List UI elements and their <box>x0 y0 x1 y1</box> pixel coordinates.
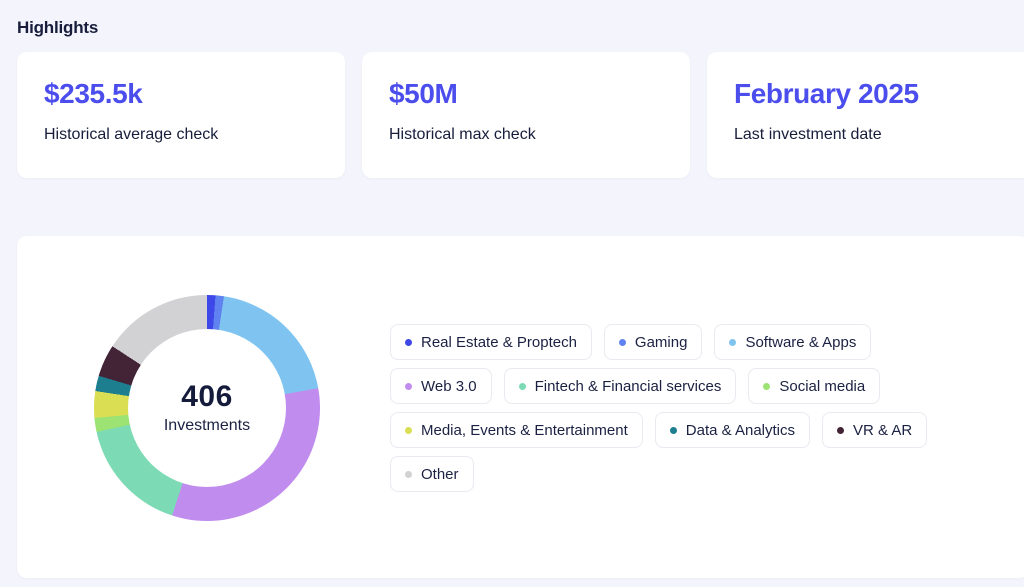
investments-total: 406 <box>181 379 233 413</box>
legend-chip-label: Media, Events & Entertainment <box>421 421 628 439</box>
legend-chip[interactable]: VR & AR <box>822 412 928 448</box>
legend-chip-label: Data & Analytics <box>685 421 795 439</box>
card-value: February 2025 <box>734 78 919 109</box>
legend-dot-icon <box>405 470 412 478</box>
legend-chip-label: Gaming <box>634 333 688 351</box>
legend-dot-icon <box>618 338 626 346</box>
legend-chip[interactable]: Gaming <box>603 324 703 360</box>
legend-dot-icon <box>405 382 412 390</box>
legend-chip-label: Real Estate & Proptech <box>421 333 577 351</box>
legend-chip[interactable]: Other <box>390 456 474 492</box>
card-value: $235.5k <box>44 78 143 109</box>
legend-dot-icon <box>518 382 526 390</box>
investments-total-label: Investments <box>163 417 251 435</box>
legend-dot-icon <box>405 426 412 434</box>
legend-chip[interactable]: Real Estate & Proptech <box>390 324 592 360</box>
legend-chip[interactable]: Social media <box>748 368 881 404</box>
highlight-card: $235.5k Historical average check <box>17 52 345 178</box>
investments-chart-panel: 406 Investments Real Estate & Proptech G… <box>17 236 1024 578</box>
card-value: $50M <box>389 78 458 109</box>
legend-chip-label: Fintech & Financial services <box>534 377 722 395</box>
legend-dot-icon <box>763 382 771 390</box>
highlight-card: February 2025 Last investment date <box>707 52 1024 178</box>
chart-legend: Real Estate & Proptech Gaming Software &… <box>390 324 950 492</box>
card-label: Historical max check <box>389 126 536 143</box>
legend-dot-icon <box>405 338 412 346</box>
investments-donut-chart[interactable]: 406 Investments <box>94 295 320 521</box>
legend-chip-label: Web 3.0 <box>421 377 477 395</box>
card-label: Last investment date <box>734 126 882 143</box>
legend-chip-label: VR & AR <box>853 421 913 439</box>
legend-chip[interactable]: Web 3.0 <box>390 368 492 404</box>
section-title-highlights: Highlights <box>17 18 99 37</box>
donut-center: 406 Investments <box>128 329 286 487</box>
card-label: Historical average check <box>44 126 219 143</box>
legend-chip[interactable]: Software & Apps <box>714 324 872 360</box>
highlight-card: $50M Historical max check <box>362 52 690 178</box>
legend-dot-icon <box>669 426 677 434</box>
legend-dot-icon <box>837 426 844 434</box>
legend-dot-icon <box>729 338 737 346</box>
legend-chip-label: Other <box>421 465 459 483</box>
legend-chip[interactable]: Media, Events & Entertainment <box>390 412 643 448</box>
legend-chip-label: Social media <box>779 377 866 395</box>
highlight-cards: $235.5k Historical average check $50M Hi… <box>17 52 1024 178</box>
legend-chip-label: Software & Apps <box>745 333 857 351</box>
legend-chip[interactable]: Data & Analytics <box>654 412 810 448</box>
legend-chip[interactable]: Fintech & Financial services <box>503 368 737 404</box>
